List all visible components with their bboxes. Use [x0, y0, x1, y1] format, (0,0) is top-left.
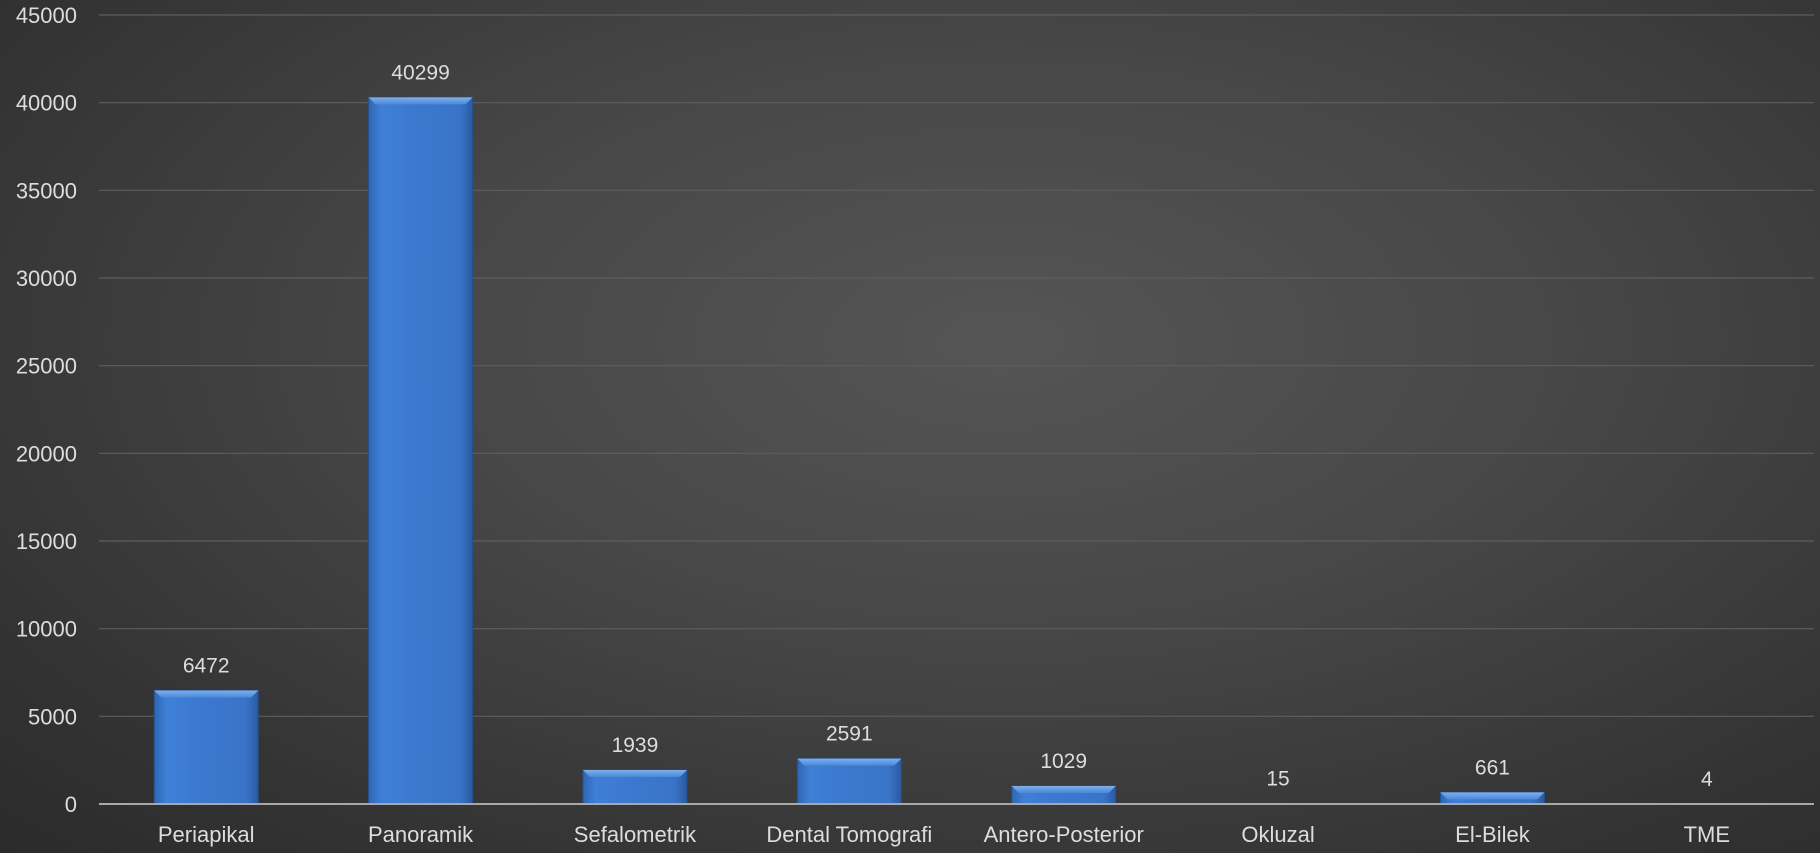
- y-tick-label: 30000: [16, 266, 77, 291]
- bar-dental-tomografi: [796, 758, 902, 805]
- y-tick-label: 15000: [16, 529, 77, 554]
- data-label: 40299: [391, 61, 449, 84]
- y-tick-label: 5000: [28, 704, 77, 729]
- x-tick-label: Okluzal: [1241, 822, 1314, 847]
- data-label: 6472: [183, 655, 230, 678]
- x-tick-label: Periapikal: [158, 822, 255, 847]
- bar-periapikal: [153, 690, 259, 805]
- x-tick-label: Antero-Posterior: [984, 822, 1144, 847]
- y-axis-tick-labels: 0 5000 10000 15000 20000 25000 30000 35000 40000…: [16, 3, 77, 817]
- data-label: 15: [1266, 768, 1289, 791]
- x-axis-category-labels: Periapikal Panoramik Sefalometrik Dental To…: [158, 822, 1730, 847]
- y-tick-label: 25000: [16, 354, 77, 379]
- bar: [153, 690, 259, 805]
- y-tick-label: 45000: [16, 3, 77, 28]
- y-tick-label: 20000: [16, 441, 77, 466]
- x-tick-label: Sefalometrik: [574, 822, 697, 847]
- y-tick-label: 40000: [16, 91, 77, 116]
- bar-bevel: [368, 97, 473, 105]
- data-labels: 6472 40299 1939 2591 1029 15 661 4: [183, 61, 1713, 791]
- bar-bevel: [1011, 785, 1116, 793]
- data-label: 661: [1475, 756, 1510, 779]
- y-tick-label: 0: [65, 792, 77, 817]
- bar-sefalometrik: [582, 769, 688, 805]
- bar-bevel: [797, 758, 902, 766]
- bar-el-bilek: [1439, 791, 1545, 805]
- y-tick-label: 35000: [16, 178, 77, 203]
- data-label: 2591: [826, 723, 873, 746]
- x-tick-label: Panoramik: [368, 822, 474, 847]
- y-tick-label: 10000: [16, 617, 77, 642]
- x-tick-label: TME: [1684, 822, 1730, 847]
- bar-bevel: [154, 690, 259, 698]
- gridlines: [99, 14, 1814, 717]
- bar-bevel: [582, 770, 687, 778]
- bar-panoramik: [368, 96, 474, 805]
- bar-bevel: [1440, 792, 1545, 800]
- data-label: 4: [1701, 768, 1713, 791]
- bars: [153, 96, 1545, 805]
- data-label: 1029: [1040, 750, 1087, 773]
- bar-antero-posterior: [1011, 785, 1117, 805]
- x-tick-label: Dental Tomografi: [766, 822, 932, 847]
- x-tick-label: El-Bilek: [1455, 822, 1531, 847]
- data-label: 1939: [612, 734, 659, 757]
- bar: [368, 96, 474, 805]
